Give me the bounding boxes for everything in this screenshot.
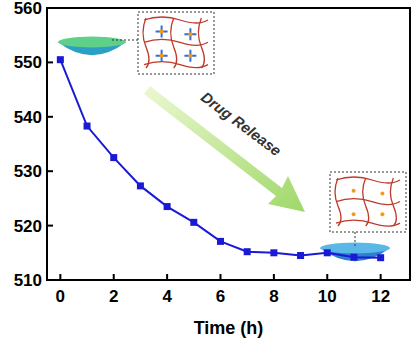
y-tick [47, 170, 53, 172]
bowl-top [58, 37, 126, 48]
network-strand [336, 220, 400, 226]
chart: Drug Release 0 2 4 6 8 10 12 510 520 530 540 550 560 T… [0, 0, 419, 357]
marker [217, 238, 224, 245]
network-strand [336, 177, 400, 183]
x-tick-label: 10 [318, 287, 337, 306]
inset-box [330, 172, 406, 232]
x-tick [273, 274, 275, 280]
crosslink [380, 192, 384, 196]
frame [47, 8, 410, 280]
drug-molecule [184, 50, 196, 62]
x-tick-label: 8 [269, 287, 278, 306]
x-tick-label: 12 [371, 287, 390, 306]
x-tick [326, 274, 328, 280]
y-tick-label: 530 [14, 162, 42, 181]
y-tick-label: 520 [14, 217, 42, 236]
x-tick [219, 274, 221, 280]
marker [110, 154, 117, 161]
y-tick-label: 540 [14, 108, 42, 127]
y-tick-label: 560 [14, 0, 42, 18]
network-strand [363, 178, 369, 226]
network-strand [143, 18, 149, 68]
marker [137, 182, 144, 189]
y-tick [47, 279, 53, 281]
inset-box [138, 12, 214, 74]
marker [297, 252, 304, 259]
y-tick-label: 550 [14, 53, 42, 72]
marker [377, 254, 384, 261]
y-tick-label: 510 [14, 271, 42, 290]
crosslink [380, 212, 384, 216]
x-tick-label: 6 [216, 287, 225, 306]
drug-molecule [156, 25, 168, 37]
network-strand [198, 18, 204, 68]
y-tick [47, 225, 53, 227]
x-tick [166, 274, 168, 280]
y-tick [47, 116, 53, 118]
x-tick [59, 274, 61, 280]
crosslink [160, 29, 164, 33]
marker [324, 249, 331, 256]
crosslink [352, 189, 356, 193]
network-strand [171, 18, 177, 68]
y-tick [47, 61, 53, 63]
series-line [60, 60, 380, 258]
y-tick [47, 7, 53, 9]
x-tick-label: 0 [56, 287, 65, 306]
network-strand [144, 17, 208, 23]
inset-leader [112, 40, 138, 41]
network-strand [390, 178, 396, 226]
x-axis-label: Time (h) [194, 318, 264, 338]
marker [84, 123, 91, 130]
network-strand [335, 178, 341, 226]
plot-area [57, 56, 384, 261]
x-tick [380, 274, 382, 280]
annotation: Drug Release [198, 88, 285, 159]
arrow [144, 86, 305, 212]
marker [164, 203, 171, 210]
crosslink [188, 54, 192, 58]
marker [350, 254, 357, 261]
drug-molecule [156, 50, 168, 62]
marker [270, 249, 277, 256]
network-strand [336, 199, 400, 205]
crosslink [160, 54, 164, 58]
crosslink [352, 212, 356, 216]
inset-leader [355, 232, 356, 246]
network-strand [144, 39, 208, 45]
network-strand [144, 62, 208, 68]
x-tick-label: 4 [162, 287, 172, 306]
marker [190, 219, 197, 226]
drug-molecule [184, 28, 196, 40]
x-tick [113, 274, 115, 280]
x-tick-label: 2 [109, 287, 118, 306]
marker [57, 56, 64, 63]
crosslink [188, 32, 192, 36]
marker [244, 248, 251, 255]
